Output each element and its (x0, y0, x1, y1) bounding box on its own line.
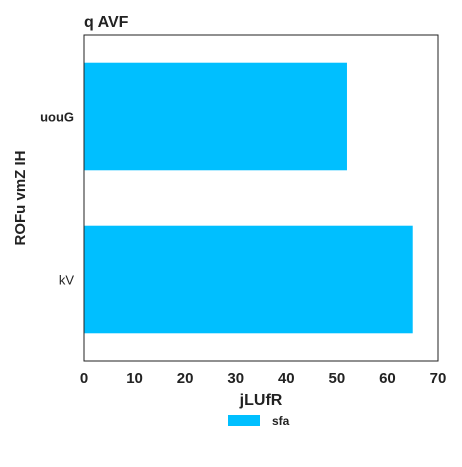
x-tick-label: 50 (329, 370, 346, 387)
x-tick-label: 30 (227, 370, 244, 387)
bars-group (84, 62, 413, 334)
legend-swatch (228, 415, 260, 426)
x-tick-labels: 0 10 20 30 40 50 60 70 (80, 370, 447, 387)
bar-uouG (84, 62, 347, 171)
legend-label: sfa (272, 414, 290, 428)
y-axis-label: ROFu vmZ IH (12, 150, 29, 245)
x-tick-label: 60 (379, 370, 396, 387)
y-tick-label: uouG (40, 110, 74, 125)
y-tick-label: kV (59, 273, 75, 288)
legend: sfa (228, 414, 290, 428)
chart-title: q AVF (84, 14, 129, 31)
x-tick-label: 40 (278, 370, 295, 387)
plot-frame (83, 34, 439, 362)
x-tick-label: 70 (430, 370, 447, 387)
bar-kV (84, 225, 413, 334)
x-tick-label: 0 (80, 370, 88, 387)
y-tick-labels: uouG kV (40, 110, 74, 288)
x-tick-label: 20 (177, 370, 194, 387)
x-tick-label: 10 (126, 370, 143, 387)
x-axis-label: jLUfR (239, 392, 283, 409)
